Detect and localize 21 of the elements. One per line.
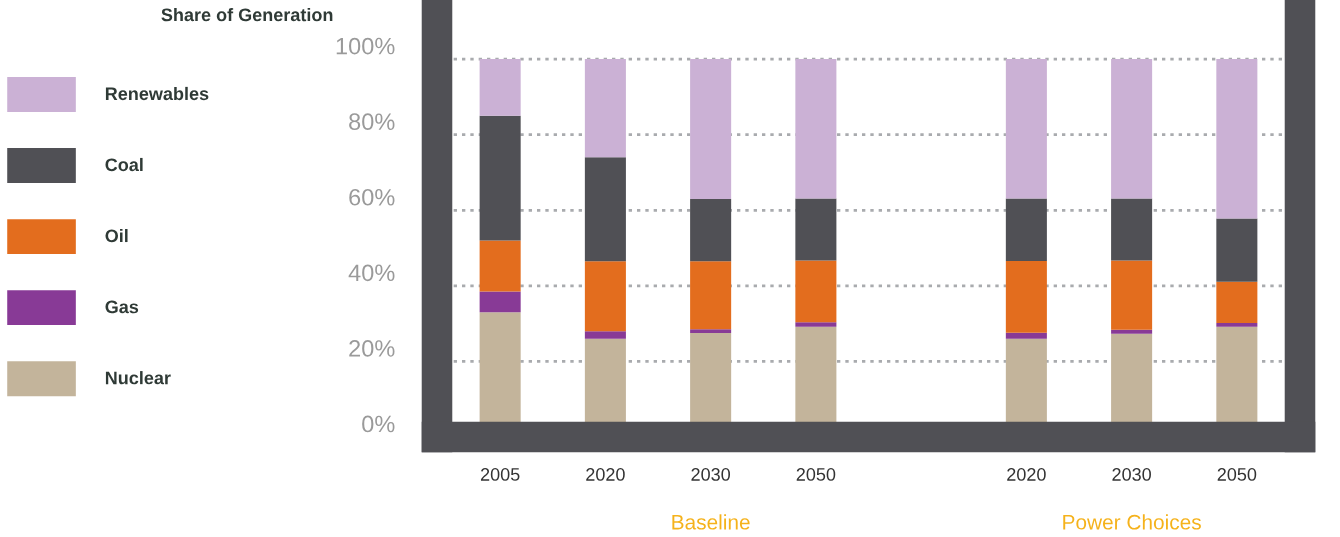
x-tick-label: 2030 bbox=[691, 468, 731, 481]
y-tick-label: 0% bbox=[362, 415, 395, 433]
legend-label: Coal bbox=[105, 157, 143, 172]
y-tick-label: 40% bbox=[348, 264, 395, 282]
y-tick-label: 20% bbox=[349, 340, 395, 357]
legend-label: Renewables bbox=[105, 86, 209, 101]
x-tick-label: 2050 bbox=[1217, 468, 1257, 481]
y-tick-label: 80% bbox=[349, 113, 395, 131]
x-tick-label: 2005 bbox=[480, 468, 520, 481]
text: Baseline bbox=[672, 514, 750, 530]
x-tick-label: 2030 bbox=[1112, 468, 1151, 481]
legend-label: Nuclear bbox=[105, 371, 171, 385]
text: Power Choices bbox=[1063, 514, 1201, 530]
y-tick-label: 60% bbox=[349, 188, 395, 206]
x-tick-label: 2020 bbox=[586, 468, 625, 481]
legend-label: Oil bbox=[105, 228, 128, 243]
y-tick-label: 100% bbox=[336, 37, 395, 55]
x-tick-label: 2020 bbox=[1007, 468, 1046, 481]
y-axis-title: Share of Generation bbox=[161, 7, 333, 22]
legend-label: Gas bbox=[105, 300, 139, 314]
x-tick-label: 2050 bbox=[796, 468, 836, 481]
